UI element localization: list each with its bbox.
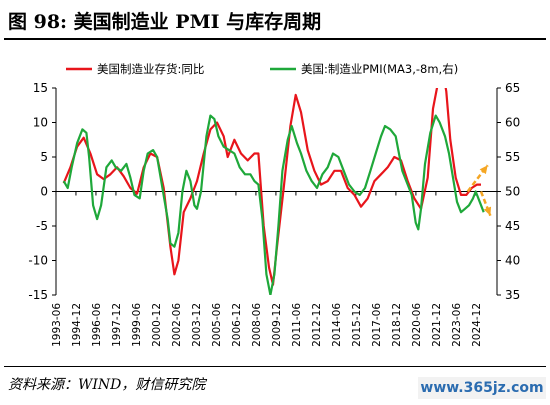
- x-tick-label: 2009-12: [271, 303, 283, 347]
- x-tick-label: 1993-06: [51, 303, 63, 347]
- x-tick-label: 2000-12: [151, 303, 163, 347]
- x-tick-label: 2018-12: [391, 303, 403, 347]
- x-tick-label: 1997-12: [111, 303, 123, 347]
- trend-arrows: [466, 164, 492, 217]
- y-right-tick-label: 60: [505, 116, 520, 130]
- y-left-tick-label: 10: [33, 116, 48, 130]
- chart: 美国制造业存货:同比 美国:制造业PMI(MA3,-8m,右) 151050-5-…: [28, 62, 520, 347]
- x-tick-label: 2008-06: [251, 303, 263, 347]
- x-tick-label: 1994-12: [71, 303, 83, 347]
- x-tick-label: 2023-06: [451, 303, 463, 347]
- legend: 美国制造业存货:同比 美国:制造业PMI(MA3,-8m,右): [66, 62, 458, 76]
- source-note: 资料来源：WIND，财信研究院: [8, 377, 206, 393]
- legend-label: 美国制造业存货:同比: [97, 62, 204, 76]
- x-tick-label: 2021-12: [431, 303, 443, 347]
- trend-arrow-head: [479, 165, 488, 175]
- y-left-tick-label: -10: [28, 254, 48, 268]
- y-left-tick-label: -5: [36, 219, 48, 233]
- x-tick-label: 2024-12: [471, 303, 483, 347]
- x-tick-label: 2011-06: [291, 303, 303, 347]
- y-right-tick-label: 65: [505, 81, 520, 95]
- x-tick-label: 2015-12: [351, 303, 363, 347]
- watermark-logo: www.365jz.com: [418, 377, 546, 399]
- trend-arrow-line: [479, 191, 492, 217]
- x-tick-label: 2012-12: [311, 303, 323, 347]
- x-tick-label: 1996-06: [91, 303, 103, 347]
- x-tick-label: 2006-12: [231, 303, 243, 347]
- x-tick-label: 2003-12: [191, 303, 203, 347]
- y-left-tick-label: -15: [28, 288, 48, 302]
- y-left-tick-label: 0: [40, 185, 48, 199]
- x-tick-label: 2014-06: [331, 303, 343, 347]
- y-left-tick-label: 5: [40, 150, 48, 164]
- legend-label: 美国:制造业PMI(MA3,-8m,右): [301, 62, 458, 76]
- y-right-tick-label: 35: [505, 288, 520, 302]
- y-left-tick-label: 15: [33, 81, 48, 95]
- x-tick-label: 2002-06: [171, 303, 183, 347]
- title-rule: [4, 38, 546, 40]
- x-tick-label: 1999-06: [131, 303, 143, 347]
- source-rule: [4, 366, 546, 367]
- y-right-tick-label: 50: [505, 185, 520, 199]
- x-tick-label: 2017-06: [371, 303, 383, 347]
- series-line-inventory: [62, 88, 481, 286]
- figure-title: 图 98: 美国制造业 PMI 与库存周期: [8, 11, 322, 33]
- y-right-tick-label: 55: [505, 150, 520, 164]
- series-line-pmi: [62, 114, 485, 295]
- x-tick-label: 2005-06: [211, 303, 223, 347]
- series-group: [62, 88, 485, 295]
- x-tick-label: 2020-06: [411, 303, 423, 347]
- trend-arrow-head: [483, 206, 492, 216]
- y-right-tick-label: 40: [505, 254, 520, 268]
- y-right-tick-label: 45: [505, 219, 520, 233]
